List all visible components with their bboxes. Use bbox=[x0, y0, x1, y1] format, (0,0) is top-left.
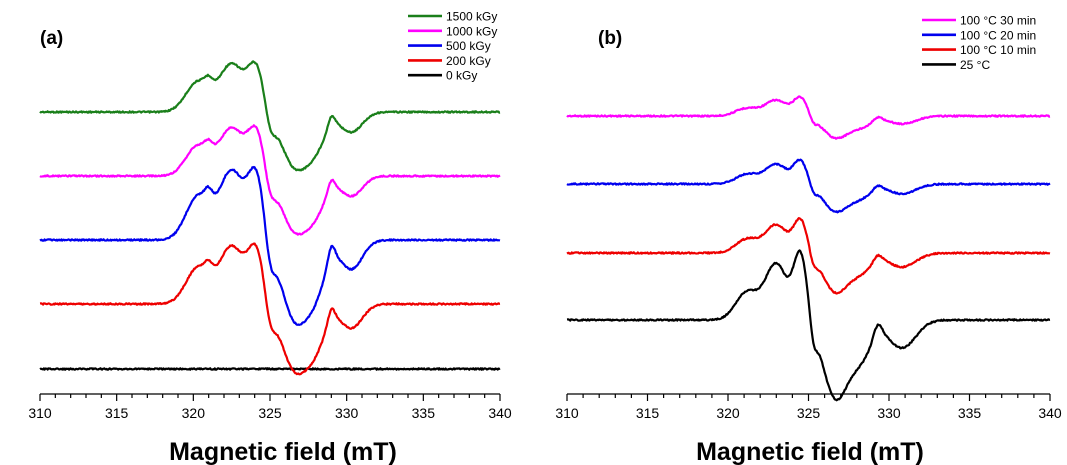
legend-label-100-c-20-min: 100 °C 20 min bbox=[960, 28, 1036, 42]
legend-label-500-kgy: 500 kGy bbox=[446, 39, 491, 53]
x-tick-label: 340 bbox=[488, 405, 512, 421]
panel-a-x-axis-title: Magnetic field (mT) bbox=[169, 438, 397, 465]
legend-label-1500-kgy: 1500 kGy bbox=[446, 10, 497, 24]
series-line-100-c-10-min bbox=[566, 217, 1051, 295]
x-tick-label: 335 bbox=[958, 405, 982, 421]
legend-label-25-c: 25 °C bbox=[960, 58, 990, 72]
legend-label-0-kgy: 0 kGy bbox=[446, 69, 477, 83]
series-line-25-c bbox=[566, 249, 1051, 402]
panel-b-label: (b) bbox=[598, 28, 622, 49]
x-tick-label: 335 bbox=[412, 405, 436, 421]
x-tick-label: 325 bbox=[258, 405, 282, 421]
x-tick-label: 340 bbox=[1038, 405, 1062, 421]
series-line-100-c-20-min bbox=[566, 158, 1051, 214]
panel-b-x-axis: 310 315 320 325 330 335 340 bbox=[555, 393, 1062, 421]
x-tick-label: 315 bbox=[105, 405, 129, 421]
panel-a-curves bbox=[39, 60, 501, 376]
series-line-500-kgy bbox=[39, 165, 501, 326]
panel-b-curves bbox=[566, 95, 1051, 402]
series-line-1000-kgy bbox=[39, 124, 501, 236]
x-tick-label: 325 bbox=[797, 405, 821, 421]
legend-label-200-kgy: 200 kGy bbox=[446, 54, 491, 68]
panel-a-label: (a) bbox=[40, 28, 63, 49]
x-tick-label: 315 bbox=[636, 405, 660, 421]
series-line-1500-kgy bbox=[39, 60, 501, 172]
x-tick-label: 320 bbox=[716, 405, 740, 421]
series-line-0-kgy bbox=[39, 367, 501, 371]
x-tick-label: 310 bbox=[555, 405, 579, 421]
x-tick-label: 310 bbox=[28, 405, 52, 421]
panel-a-x-axis: 310 315 320 325 330 335 340 bbox=[28, 393, 512, 421]
series-line-100-c-30-min bbox=[566, 95, 1051, 140]
legend-label-1000-kgy: 1000 kGy bbox=[446, 24, 497, 38]
series-line-200-kgy bbox=[39, 242, 501, 376]
legend-label-100-c-30-min: 100 °C 30 min bbox=[960, 14, 1036, 28]
legend-label-100-c-10-min: 100 °C 10 min bbox=[960, 43, 1036, 57]
panel-b-x-axis-title: Magnetic field (mT) bbox=[696, 438, 924, 465]
x-tick-label: 330 bbox=[335, 405, 359, 421]
x-tick-label: 320 bbox=[182, 405, 206, 421]
x-tick-label: 330 bbox=[877, 405, 901, 421]
